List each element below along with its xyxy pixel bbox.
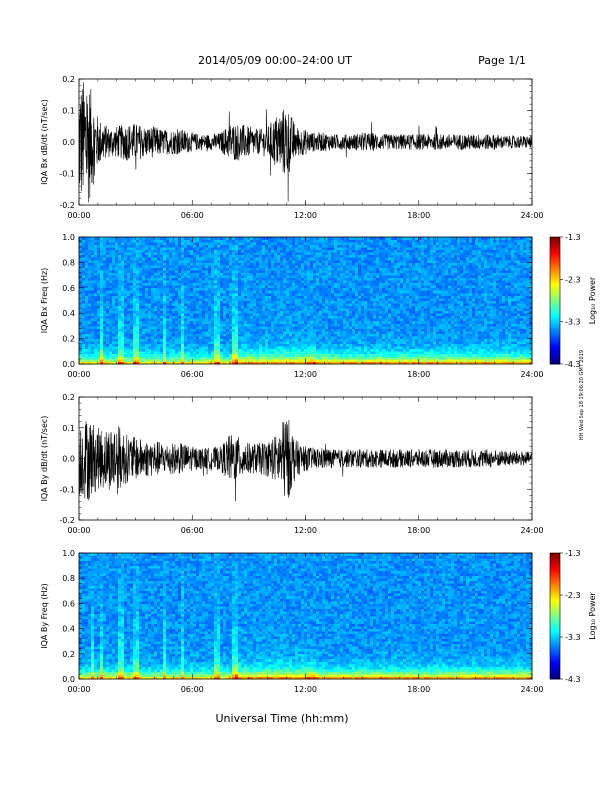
page-number: Page 1/1 bbox=[478, 54, 526, 67]
y-tick-label: 0.0 bbox=[62, 455, 75, 464]
colorbar-label: Log₁₀ Power bbox=[588, 276, 597, 324]
page-title: 2014/05/09 00:00–24:00 UT bbox=[198, 54, 352, 67]
y-tick-label: 0.1 bbox=[62, 424, 75, 433]
x-tick-label: 18:00 bbox=[407, 685, 430, 694]
colorbar-tick-label: -4.3 bbox=[565, 360, 581, 369]
x-tick-label: 06:00 bbox=[181, 526, 204, 535]
y-tick-label: 0.2 bbox=[62, 650, 75, 659]
x-tick-label: 12:00 bbox=[294, 685, 317, 694]
y-tick-label: 0.2 bbox=[62, 335, 75, 344]
colorbar-tick-label: -1.3 bbox=[565, 233, 581, 242]
x-tick-label: 00:00 bbox=[67, 526, 90, 535]
y-tick-label: 0.8 bbox=[62, 574, 75, 583]
x-tick-label: 12:00 bbox=[294, 211, 317, 220]
spectrogram bbox=[79, 237, 533, 365]
panel-3: 00:00 06:00 12:00 18:00 24:00 0.2 0.1 0.0 -0.1 -0… bbox=[40, 393, 544, 535]
x-tick-label: 06:00 bbox=[181, 211, 204, 220]
y-tick-label: 0.2 bbox=[62, 393, 75, 402]
y-tick-label: -0.2 bbox=[59, 201, 75, 210]
colorbar-tick-label: -4.3 bbox=[565, 675, 581, 684]
panels: 00:00 06:00 12:00 18:00 24:00 0.2 0.1 0.0 -0.1 -0… bbox=[40, 75, 597, 694]
y-tick-label: 0.4 bbox=[62, 309, 75, 318]
colorbar-frame bbox=[549, 552, 561, 680]
y-tick-label: 0.6 bbox=[62, 284, 75, 293]
x-tick-label: 00:00 bbox=[67, 370, 90, 379]
x-tick-label: 00:00 bbox=[67, 685, 90, 694]
x-tick-label: 24:00 bbox=[520, 526, 543, 535]
colorbar-tick-label: -3.3 bbox=[565, 318, 581, 327]
x-tick-label: 00:00 bbox=[67, 211, 90, 220]
y-tick-label: 0.1 bbox=[62, 107, 75, 116]
y-tick-label: 0.0 bbox=[62, 138, 75, 147]
x-tick-label: 12:00 bbox=[294, 526, 317, 535]
signal-trace bbox=[79, 419, 532, 502]
y-tick-label: -0.1 bbox=[59, 170, 75, 179]
x-tick-label: 18:00 bbox=[407, 211, 430, 220]
y-axis-label: IQA Bx dB/dt (nT/sec) bbox=[40, 99, 49, 185]
x-tick-label: 18:00 bbox=[407, 526, 430, 535]
y-tick-label: 0.0 bbox=[62, 360, 75, 369]
y-axis-label: IQA Bx Freq (Hz) bbox=[40, 268, 49, 334]
panel-4: -1.3 -2.3 -3.3 -4.3 Log₁₀ Power 00:00 06:00 12:… bbox=[40, 549, 597, 694]
colorbar-frame bbox=[549, 236, 561, 365]
colorbar-tick-label: -2.3 bbox=[565, 275, 581, 284]
colorbar-tick-label: -1.3 bbox=[565, 549, 581, 558]
x-axis-label: Universal Time (hh:mm) bbox=[216, 712, 349, 725]
panel-2: -1.3 -2.3 -3.3 -4.3 Log₁₀ Power 00:00 06:00 12:… bbox=[40, 233, 597, 379]
x-tick-label: 12:00 bbox=[294, 370, 317, 379]
y-tick-label: 0.0 bbox=[62, 675, 75, 684]
colorbar: -1.3 -2.3 -3.3 -4.3 Log₁₀ Power bbox=[549, 549, 597, 684]
y-tick-label: 1.0 bbox=[62, 549, 75, 558]
x-tick-label: 06:00 bbox=[181, 685, 204, 694]
x-tick-label: 06:00 bbox=[181, 370, 204, 379]
panel-1: 00:00 06:00 12:00 18:00 24:00 0.2 0.1 0.0 -0.1 -0… bbox=[40, 75, 544, 220]
colorbar-tick-label: -2.3 bbox=[565, 591, 581, 600]
signal-trace bbox=[79, 82, 532, 203]
colorbar-tick-label: -3.3 bbox=[565, 633, 581, 642]
spectrogram bbox=[79, 553, 533, 680]
y-tick-label: -0.2 bbox=[59, 516, 75, 525]
y-axis-label: IQA By Freq (Hz) bbox=[40, 583, 49, 649]
x-tick-label: 24:00 bbox=[520, 370, 543, 379]
print-timestamp: HH Wed Sep 18 19:06:20 GMT 2019 bbox=[579, 350, 585, 440]
y-tick-label: 0.4 bbox=[62, 625, 75, 634]
y-tick-label: -0.1 bbox=[59, 485, 75, 494]
x-tick-label: 18:00 bbox=[407, 370, 430, 379]
x-tick-label: 24:00 bbox=[520, 211, 543, 220]
y-axis-label: IQA By dB/dt (nT/sec) bbox=[40, 416, 49, 502]
x-tick-label: 24:00 bbox=[520, 685, 543, 694]
y-tick-label: 1.0 bbox=[62, 233, 75, 242]
y-tick-label: 0.8 bbox=[62, 258, 75, 267]
y-tick-label: 0.6 bbox=[62, 599, 75, 608]
y-tick-label: 0.2 bbox=[62, 75, 75, 84]
colorbar: -1.3 -2.3 -3.3 -4.3 Log₁₀ Power bbox=[549, 233, 597, 369]
colorbar-label: Log₁₀ Power bbox=[588, 592, 597, 640]
